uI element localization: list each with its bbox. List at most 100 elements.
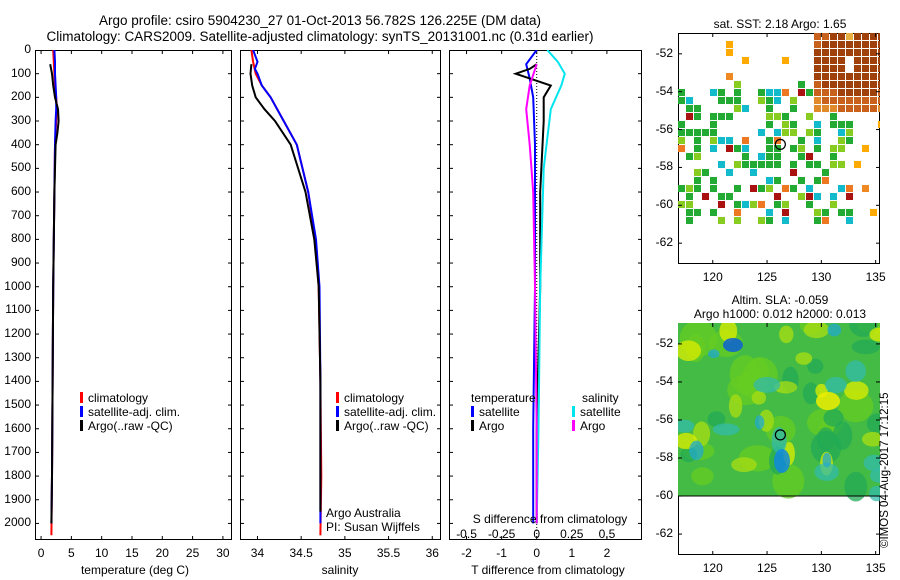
xtick-label: 36 — [425, 546, 439, 560]
sla-field — [678, 323, 880, 502]
xtick-label: 2 — [603, 546, 611, 560]
map-ytick-label: -58 — [655, 450, 673, 465]
difference-plot — [449, 50, 642, 540]
map-ytick-label: -56 — [655, 411, 673, 426]
map-ytick-label: -54 — [655, 373, 673, 388]
xtick2-label: 0.25 — [560, 527, 584, 541]
legend-swatch-blue — [80, 406, 83, 417]
map-xtick-label: 135 — [865, 561, 886, 575]
xtick2-label: 0.5 — [598, 527, 616, 541]
difference-xlabel2: S difference from climatology — [472, 512, 628, 526]
legend-title-salinity: salinity — [582, 391, 619, 405]
legend-item-satellite: satellite-adj. clim. — [80, 405, 180, 419]
xtick-label: -2 — [461, 546, 472, 560]
xtick2-label: 0 — [533, 527, 541, 541]
legend-item-argo: Argo — [572, 419, 621, 433]
ytick-label: 500 — [10, 160, 31, 175]
xtick-label: 10 — [94, 546, 109, 560]
ytick-label: 200 — [10, 89, 31, 104]
sla-subtitle: Argo h1000: 0.012 h2000: 0.013 — [693, 307, 867, 321]
map-ytick-label: -62 — [655, 235, 673, 250]
map-ytick-label: -54 — [655, 83, 673, 98]
legend-item-satellite: satellite — [572, 405, 621, 419]
map-ytick-label: -60 — [655, 488, 673, 503]
ytick-label: 2000 — [4, 515, 31, 530]
map-ytick-label: -52 — [655, 335, 673, 350]
temperature-xlabel: temperature (deg C) — [80, 563, 190, 577]
xtick-label: 15 — [125, 546, 139, 560]
legend-item-climatology: climatology — [336, 391, 436, 405]
ytick-label: 600 — [10, 184, 31, 199]
map-ytick-label: -62 — [655, 526, 673, 541]
ytick-label: 400 — [10, 136, 31, 151]
temperature-svg — [35, 50, 232, 540]
credit-label: ©IMOS 04-Aug-2017 17:12:15 — [879, 392, 891, 548]
sst-pixels — [678, 33, 880, 224]
xtick-label: 35 — [338, 546, 352, 560]
ytick-label: 1300 — [4, 349, 31, 364]
map-ytick-label: -52 — [655, 45, 673, 60]
ytick-label: 1900 — [4, 491, 31, 506]
salinity-annotation: Argo Australia PI: Susan Wijffels — [326, 506, 420, 534]
series-line-0 — [250, 50, 323, 536]
xtick-label: 20 — [155, 546, 169, 560]
xtick-label: 0 — [37, 546, 45, 560]
legend-item-satellite: satellite-adj. clim. — [336, 405, 436, 419]
xtick-label: 35.5 — [376, 546, 401, 560]
series-line-0 — [525, 50, 538, 524]
map-xtick-label: 130 — [811, 561, 832, 575]
sst-map — [678, 33, 880, 264]
legend-title-temperature: temperature — [471, 391, 536, 405]
series-line-3 — [525, 63, 538, 524]
xtick-label: 0 — [533, 546, 541, 560]
title-line-1: Argo profile: csiro 5904230_27 01-Oct-20… — [98, 13, 542, 28]
series-line-2 — [535, 50, 566, 524]
xtick2-label: -0.25 — [487, 527, 516, 541]
salinity-legend: climatology satellite-adj. clim. Argo(..… — [336, 391, 436, 433]
map-xtick-label: 130 — [811, 270, 832, 284]
xtick-label: 34.5 — [289, 546, 313, 560]
map-ytick-label: -60 — [655, 197, 673, 212]
map-xtick-label: 120 — [702, 561, 723, 575]
sla-map — [678, 323, 880, 555]
difference-xlabel: T difference from climatology — [471, 563, 625, 577]
map-xtick-label: 125 — [757, 270, 778, 284]
salinity-xlabel: salinity — [321, 563, 359, 577]
ytick-label: 1100 — [5, 302, 31, 317]
ytick-label: 1400 — [4, 373, 31, 388]
sla-title: Altim. SLA: -0.059 — [731, 293, 829, 307]
ytick-label: 1500 — [4, 397, 31, 412]
ytick-label: 700 — [10, 207, 31, 222]
map-ytick-label: -58 — [655, 159, 673, 174]
ytick-label: 1200 — [4, 326, 31, 341]
legend-swatch-black — [80, 420, 83, 431]
xtick-label: 1 — [568, 546, 576, 560]
temperature-plot — [35, 50, 232, 540]
difference-svg — [449, 50, 642, 540]
difference-legend-salinity: salinity satellite Argo — [572, 391, 621, 433]
xtick-label: 25 — [185, 546, 200, 560]
ytick-label: 800 — [10, 231, 31, 246]
series-line-2 — [249, 64, 322, 512]
map-xtick-label: 125 — [757, 561, 778, 575]
legend-item-argo: Argo — [471, 419, 536, 433]
legend-item-argo: Argo(..raw -QC) — [80, 419, 180, 433]
title-line-2: Climatology: CARS2009. Satellite-adjuste… — [46, 29, 594, 44]
ytick-label: 1000 — [4, 278, 31, 293]
ytick-label: 0 — [24, 42, 31, 56]
xtick-label: 5 — [68, 546, 75, 560]
xtick-label: 30 — [216, 546, 230, 560]
ytick-label: 900 — [10, 255, 31, 270]
series-line-2 — [49, 64, 60, 524]
ytick-label: 1700 — [4, 444, 31, 459]
legend-item-climatology: climatology — [80, 391, 180, 405]
salinity-plot — [240, 50, 441, 540]
ytick-label: 300 — [10, 113, 31, 127]
map-xtick-label: 120 — [702, 270, 723, 284]
xtick2-label: -0.5 — [456, 527, 477, 541]
map-xtick-label: 135 — [865, 270, 886, 284]
sst-title: sat. SST: 2.18 Argo: 1.65 — [713, 17, 847, 31]
xtick-label: 34 — [250, 546, 265, 560]
ytick-label: 1800 — [4, 468, 31, 483]
sst-svg — [678, 33, 880, 264]
